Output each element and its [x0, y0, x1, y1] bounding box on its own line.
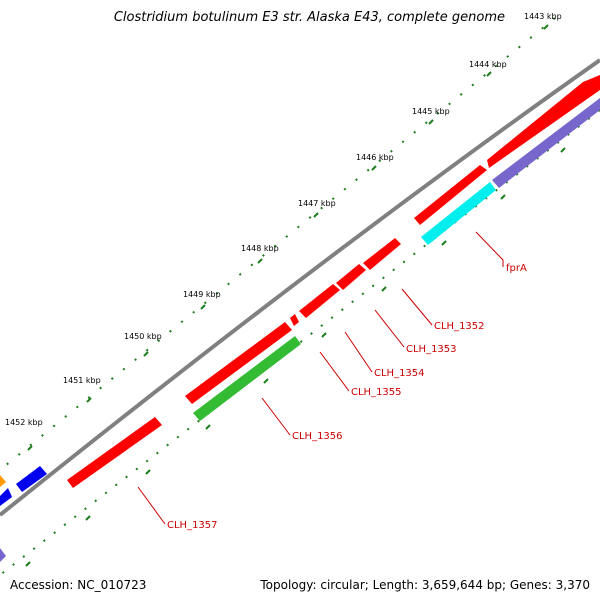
label-leaders: [137, 231, 504, 525]
forward-genes: [0, 75, 600, 506]
gene-red-6[interactable]: [290, 314, 299, 326]
outer-major-ticks: [27, 24, 549, 451]
gene-red-5[interactable]: [299, 284, 340, 318]
gene-red-4[interactable]: [336, 264, 366, 290]
inner-scale-track: [0, 109, 600, 576]
gene-red-7[interactable]: [185, 322, 292, 404]
scale-label-1444: 1444 kbp: [469, 60, 507, 69]
gene-label-CLH_1356: CLH_1356: [292, 431, 343, 442]
accession-text: Accession: NC_010723: [10, 578, 147, 592]
gene-label-CLH_1355: CLH_1355: [351, 387, 402, 398]
gene-red-8[interactable]: [67, 417, 162, 488]
gene-red-3[interactable]: [363, 238, 401, 270]
gene-label-CLH_1357: CLH_1357: [167, 520, 218, 531]
map-title: Clostridium botulinum E3 str. Alaska E43…: [113, 10, 505, 25]
gene-label-CLH_1352: CLH_1352: [434, 321, 485, 332]
gene-label-CLH_1354: CLH_1354: [374, 368, 425, 379]
scale-label-1443: 1443 kbp: [524, 12, 562, 21]
gene-blue-2[interactable]: [0, 488, 12, 506]
gene-purple-2[interactable]: [0, 548, 6, 562]
reverse-genes: [0, 98, 600, 562]
scale-label-1451: 1451 kbp: [63, 376, 101, 385]
gene-orange-1[interactable]: [0, 475, 6, 487]
gene-label-fprA: fprA: [506, 263, 527, 274]
gene-purple-1[interactable]: [492, 98, 600, 188]
scale-label-1449: 1449 kbp: [183, 290, 221, 299]
inner-major-ticks: [25, 147, 566, 567]
scale-label-1450: 1450 kbp: [124, 332, 162, 341]
scale-label-1447: 1447 kbp: [298, 199, 336, 208]
gene-cyan-1[interactable]: [421, 182, 496, 245]
scale-label-1445: 1445 kbp: [412, 107, 450, 116]
genome-backbone: [0, 58, 600, 517]
gene-red-1[interactable]: [487, 75, 600, 168]
gene-green-1[interactable]: [193, 336, 301, 421]
gene-blue-1[interactable]: [16, 466, 47, 492]
scale-label-1452: 1452 kbp: [5, 418, 43, 427]
genome-summary-text: Topology: circular; Length: 3,659,644 bp…: [260, 578, 590, 592]
gene-red-2[interactable]: [414, 165, 487, 225]
gene-label-CLH_1353: CLH_1353: [406, 344, 457, 355]
scale-label-1448: 1448 kbp: [241, 244, 279, 253]
scale-label-1446: 1446 kbp: [356, 153, 394, 162]
